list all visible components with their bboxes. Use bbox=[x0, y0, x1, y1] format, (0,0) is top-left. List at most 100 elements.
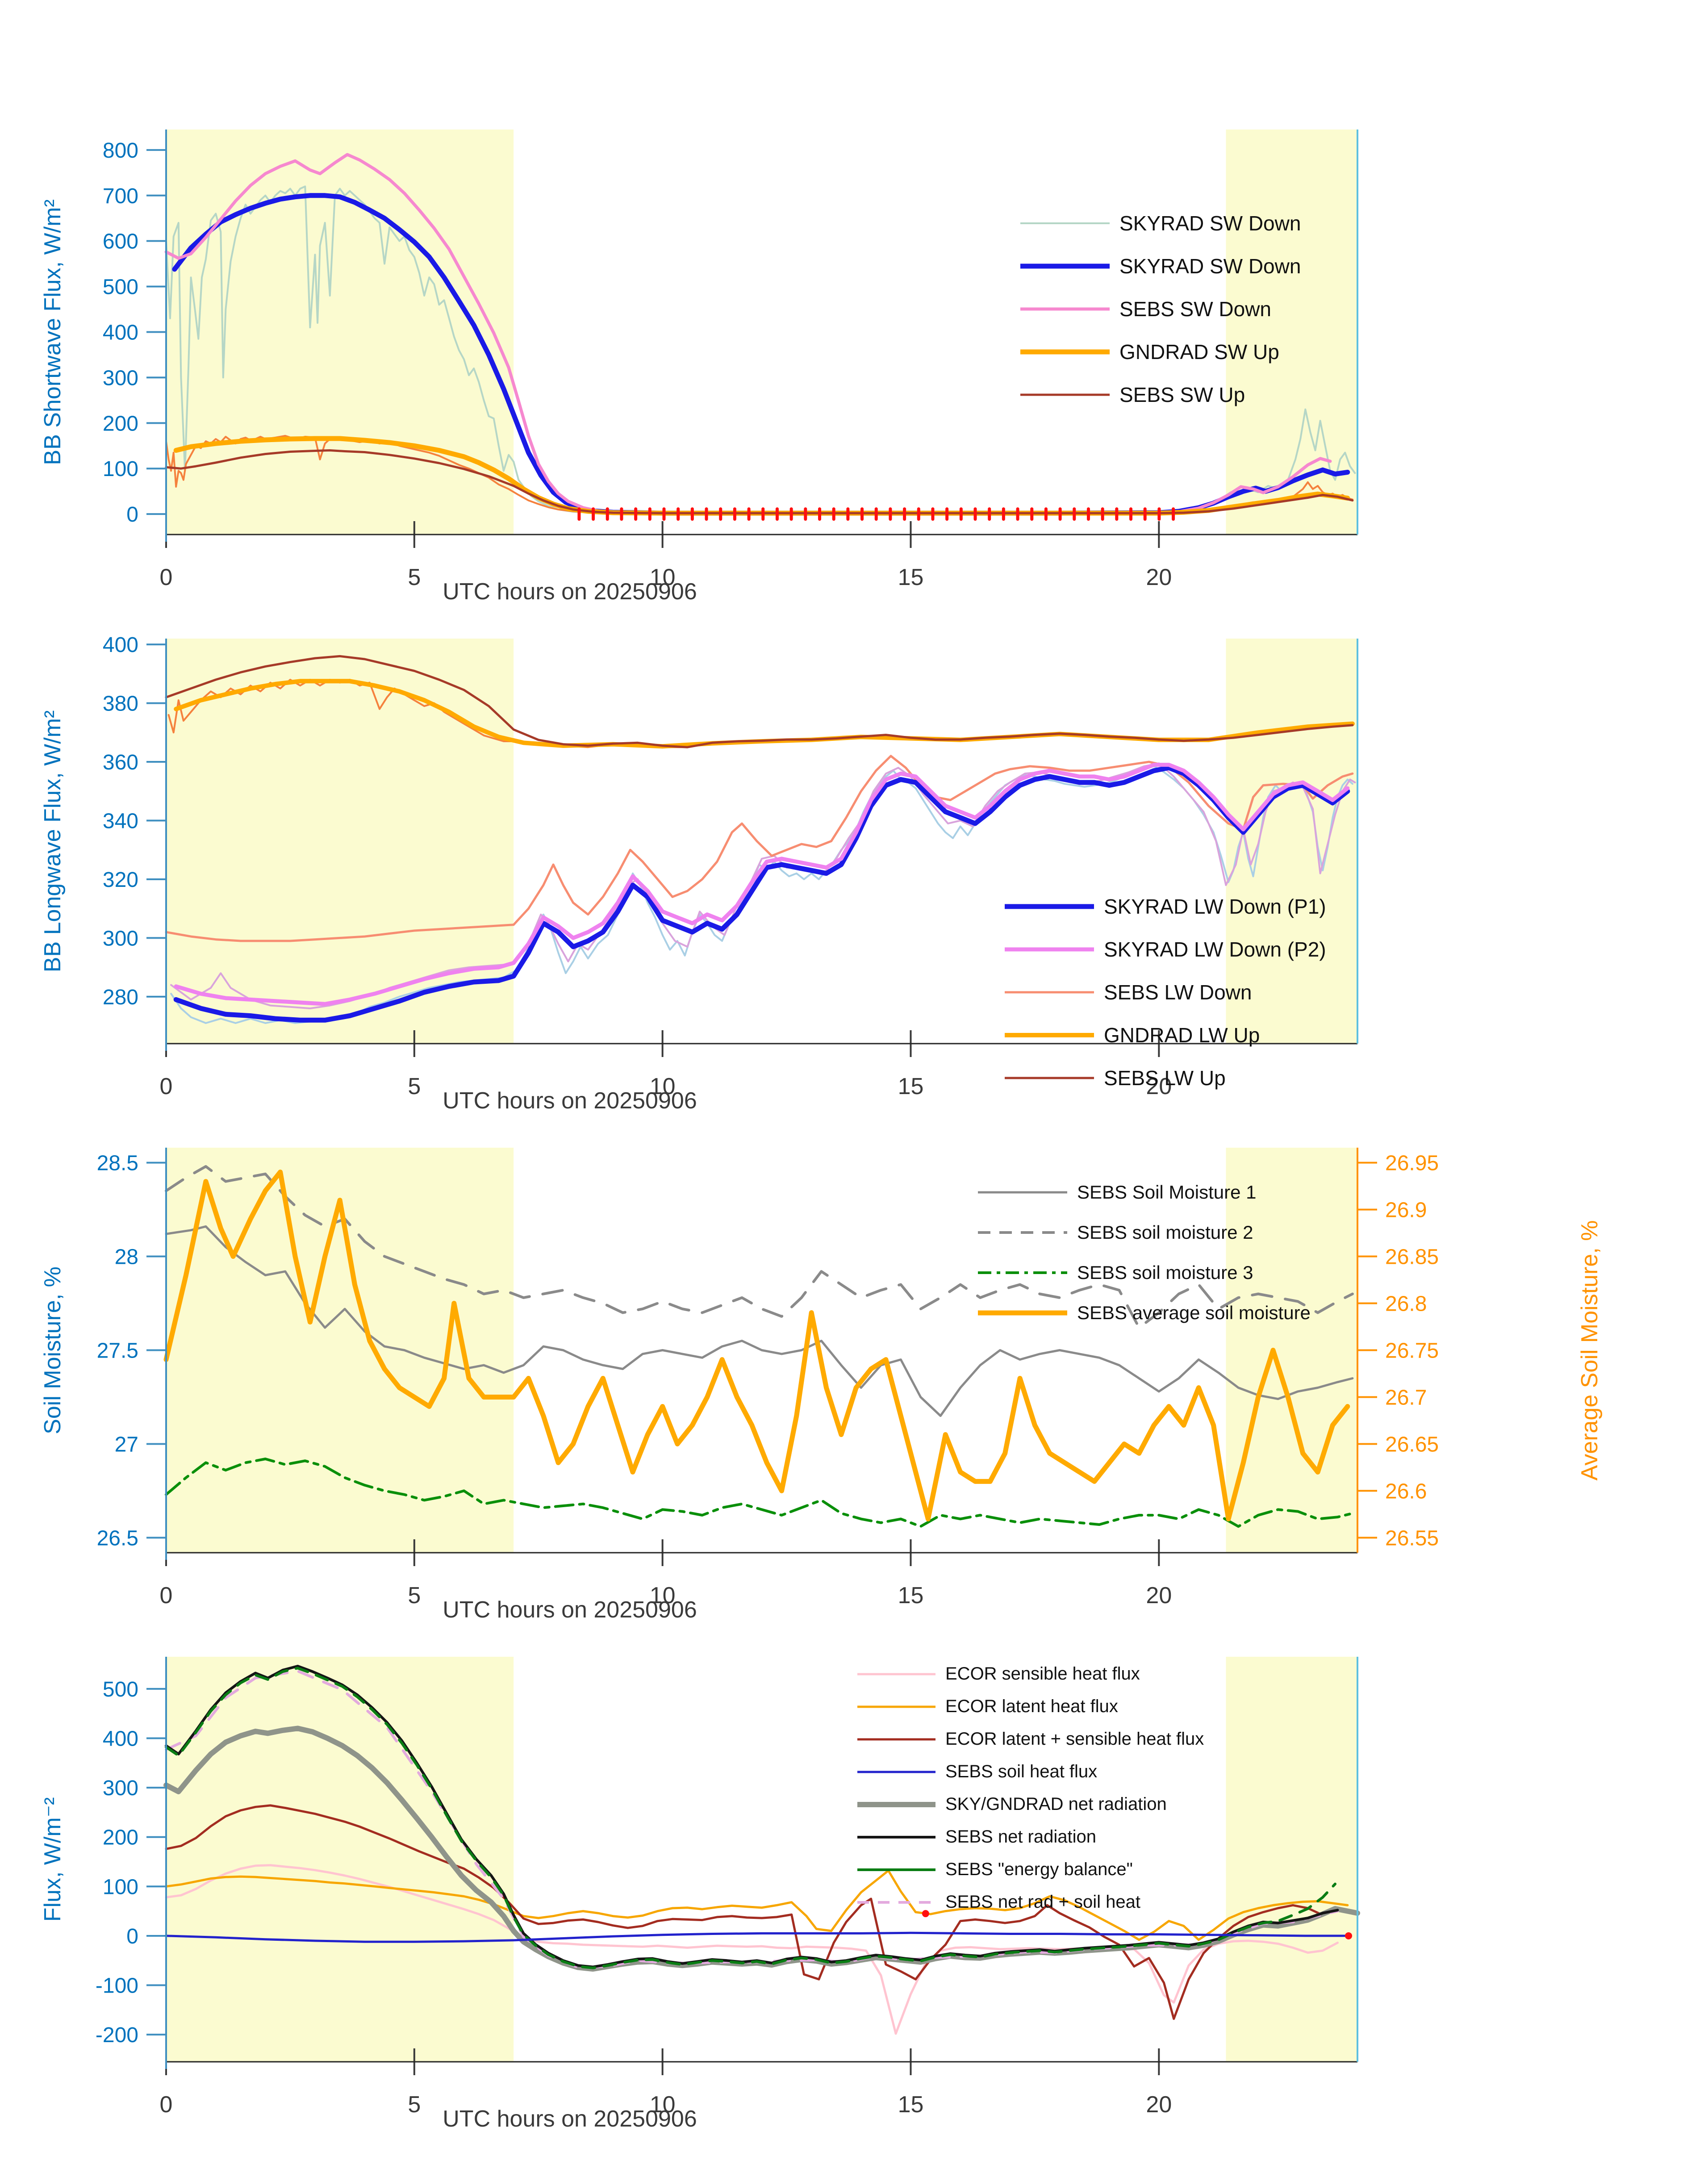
legend-label: SKYRAD SW Down bbox=[1119, 255, 1301, 278]
svg-text:26.7: 26.7 bbox=[1385, 1386, 1427, 1409]
legend-entry: SEBS SW Down bbox=[1020, 288, 1301, 330]
legend-label: SKYRAD LW Down (P2) bbox=[1104, 938, 1326, 961]
svg-text:0: 0 bbox=[160, 2092, 173, 2118]
svg-text:26.9: 26.9 bbox=[1385, 1199, 1427, 1222]
legend-entry: SKYRAD SW Down bbox=[1020, 245, 1301, 288]
svg-text:28.5: 28.5 bbox=[97, 1152, 138, 1175]
svg-text:300: 300 bbox=[103, 1776, 138, 1800]
svg-text:500: 500 bbox=[103, 276, 138, 299]
svg-text:15: 15 bbox=[898, 564, 924, 590]
svg-text:0: 0 bbox=[160, 1583, 173, 1609]
legend-label: SEBS SW Down bbox=[1119, 297, 1271, 321]
svg-text:280: 280 bbox=[103, 986, 138, 1009]
svg-text:100: 100 bbox=[103, 1875, 138, 1899]
longwave-legend: SKYRAD LW Down (P1) SKYRAD LW Down (P2) SE… bbox=[1005, 885, 1326, 1099]
svg-text:20: 20 bbox=[1146, 1074, 1172, 1099]
svg-text:400: 400 bbox=[103, 633, 138, 657]
svg-text:15: 15 bbox=[898, 1074, 924, 1099]
svg-text:10: 10 bbox=[650, 564, 676, 590]
legend-entry: SEBS net rad + soil heat bbox=[857, 1886, 1204, 1918]
legend-label: SEBS soil heat flux bbox=[945, 1762, 1098, 1781]
svg-text:0: 0 bbox=[160, 1074, 173, 1099]
svg-text:380: 380 bbox=[103, 692, 138, 716]
svg-text:26.95: 26.95 bbox=[1385, 1152, 1439, 1175]
legend-entry: GNDRAD SW Up bbox=[1020, 330, 1301, 373]
svg-text:15: 15 bbox=[898, 1583, 924, 1609]
svg-text:10: 10 bbox=[650, 1583, 676, 1609]
svg-text:500: 500 bbox=[103, 1678, 138, 1701]
svg-text:200: 200 bbox=[103, 412, 138, 435]
svg-text:800: 800 bbox=[103, 139, 138, 163]
soil-moisture-left-axis-label: Soil Moisture, % bbox=[40, 1266, 66, 1434]
soil-moisture-legend: SEBS Soil Moisture 1 SEBS soil moisture 2… bbox=[978, 1172, 1311, 1333]
legend-entry: SEBS soil heat flux bbox=[857, 1755, 1204, 1788]
svg-text:5: 5 bbox=[408, 1583, 421, 1609]
legend-label: ECOR latent + sensible heat flux bbox=[945, 1729, 1204, 1749]
shortwave-x-axis-label: UTC hours on 20250906 bbox=[443, 579, 697, 605]
svg-text:5: 5 bbox=[408, 2092, 421, 2118]
svg-text:0: 0 bbox=[126, 503, 138, 526]
svg-text:10: 10 bbox=[650, 1074, 676, 1099]
svg-text:300: 300 bbox=[103, 366, 138, 390]
legend-entry: ECOR latent + sensible heat flux bbox=[857, 1723, 1204, 1755]
svg-text:-100: -100 bbox=[96, 1974, 138, 1998]
legend-entry: SKYRAD LW Down (P2) bbox=[1005, 928, 1326, 971]
legend-entry: SEBS SW Up bbox=[1020, 373, 1301, 416]
legend-label: SEBS SW Up bbox=[1119, 383, 1245, 406]
svg-text:600: 600 bbox=[103, 230, 138, 254]
svg-text:300: 300 bbox=[103, 927, 138, 950]
svg-text:100: 100 bbox=[103, 457, 138, 481]
legend-label: SEBS soil moisture 3 bbox=[1077, 1262, 1253, 1283]
legend-entry: SEBS LW Up bbox=[1005, 1057, 1326, 1099]
svg-text:20: 20 bbox=[1146, 1583, 1172, 1609]
energy-flux-legend: ECOR sensible heat flux ECOR latent heat … bbox=[857, 1658, 1204, 1918]
legend-label: GNDRAD LW Up bbox=[1104, 1024, 1260, 1047]
legend-entry: SEBS soil moisture 2 bbox=[978, 1212, 1311, 1253]
legend-entry: SKYRAD SW Down bbox=[1020, 202, 1301, 245]
legend-label: SEBS average soil moisture bbox=[1077, 1302, 1311, 1323]
svg-text:26.65: 26.65 bbox=[1385, 1433, 1439, 1456]
soil-moisture-x-axis-label: UTC hours on 20250906 bbox=[443, 1597, 697, 1623]
svg-text:320: 320 bbox=[103, 868, 138, 892]
svg-text:26.85: 26.85 bbox=[1385, 1245, 1439, 1269]
longwave-x-axis-label: UTC hours on 20250906 bbox=[443, 1088, 697, 1114]
svg-text:26.75: 26.75 bbox=[1385, 1339, 1439, 1363]
energy-flux-x-axis-label: UTC hours on 20250906 bbox=[443, 2106, 697, 2132]
shortwave-legend: SKYRAD SW Down SKYRAD SW Down SEBS SW Down… bbox=[1020, 202, 1301, 416]
legend-label: SEBS net rad + soil heat bbox=[945, 1892, 1140, 1912]
legend-entry: SEBS net radiation bbox=[857, 1821, 1204, 1853]
svg-text:340: 340 bbox=[103, 809, 138, 833]
shortwave-y-axis-label: BB Shortwave Flux, W/m² bbox=[40, 199, 66, 465]
energy-flux-y-axis-label: Flux, W/m⁻² bbox=[40, 1797, 66, 1922]
svg-text:28: 28 bbox=[115, 1245, 138, 1269]
legend-label: GNDRAD SW Up bbox=[1119, 340, 1279, 364]
legend-label: ECOR sensible heat flux bbox=[945, 1664, 1140, 1684]
svg-text:0: 0 bbox=[160, 564, 173, 590]
svg-text:27: 27 bbox=[115, 1433, 138, 1456]
legend-entry: SEBS "energy balance" bbox=[857, 1853, 1204, 1886]
svg-text:20: 20 bbox=[1146, 2092, 1172, 2118]
svg-text:700: 700 bbox=[103, 184, 138, 208]
legend-entry: SEBS soil moisture 3 bbox=[978, 1253, 1311, 1293]
svg-text:400: 400 bbox=[103, 1727, 138, 1751]
legend-entry: SEBS Soil Moisture 1 bbox=[978, 1172, 1311, 1212]
svg-text:26.6: 26.6 bbox=[1385, 1479, 1427, 1503]
legend-label: SKYRAD LW Down (P1) bbox=[1104, 895, 1326, 918]
svg-text:26.5: 26.5 bbox=[97, 1526, 138, 1550]
svg-text:0: 0 bbox=[126, 1925, 138, 1948]
legend-label: SEBS LW Down bbox=[1104, 981, 1252, 1004]
soil-moisture-right-axis-label: Average Soil Moisture, % bbox=[1577, 1220, 1603, 1480]
svg-text:360: 360 bbox=[103, 751, 138, 774]
legend-label: SEBS "energy balance" bbox=[945, 1859, 1133, 1879]
svg-text:27.5: 27.5 bbox=[97, 1339, 138, 1363]
svg-text:26.55: 26.55 bbox=[1385, 1526, 1439, 1550]
svg-text:400: 400 bbox=[103, 321, 138, 345]
legend-label: SEBS soil moisture 2 bbox=[1077, 1222, 1253, 1243]
